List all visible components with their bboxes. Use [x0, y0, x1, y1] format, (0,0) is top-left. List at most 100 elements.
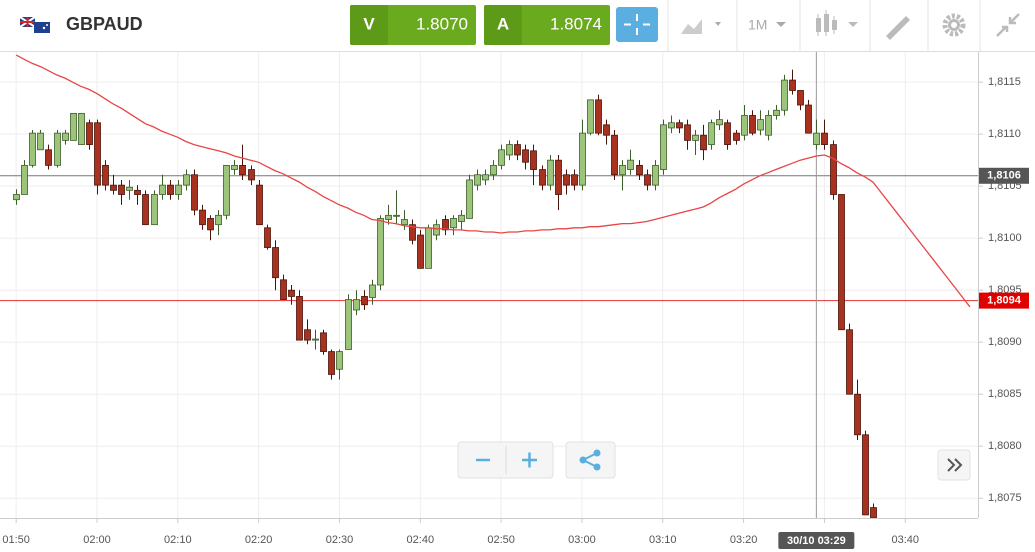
candle-body — [563, 174, 570, 186]
candle-body — [862, 434, 869, 516]
candle-body — [821, 132, 828, 145]
candle-body — [296, 296, 303, 341]
x-tick-label: 02:30 — [326, 534, 354, 546]
candle-body — [70, 112, 77, 141]
candle-body — [530, 150, 537, 170]
y-tick-label: 1,8110 — [988, 128, 1021, 140]
candle-type-button[interactable] — [816, 10, 858, 36]
candle-body — [94, 122, 101, 186]
chart-type-button[interactable] — [681, 19, 721, 34]
candle-body — [846, 329, 853, 395]
candle-body — [21, 164, 28, 195]
timeframe: 1M — [748, 17, 767, 33]
crosshair-button[interactable] — [616, 7, 658, 42]
candle-body — [813, 132, 820, 145]
collapse-button[interactable] — [996, 13, 1020, 37]
candle-body — [45, 149, 52, 166]
candle-body — [272, 247, 279, 279]
candle-body — [207, 218, 214, 231]
candle-body — [458, 214, 465, 222]
candle-body — [749, 115, 756, 134]
candle-body — [619, 164, 626, 176]
candle-body — [854, 393, 861, 436]
candle-body — [231, 164, 238, 170]
candle-body — [312, 338, 319, 341]
candle-body — [377, 218, 384, 286]
y-tick-label: 1,8075 — [988, 492, 1022, 504]
candles — [13, 54, 971, 518]
candle-body — [838, 194, 845, 331]
candle-body — [361, 296, 368, 306]
candle-body — [134, 189, 141, 195]
candle-body — [175, 184, 182, 195]
x-tick-label: 01:50 — [2, 534, 30, 546]
x-tick-label: 02:10 — [164, 534, 192, 546]
settings-button[interactable] — [942, 13, 966, 37]
candle-body — [765, 115, 772, 136]
candle-body — [692, 134, 699, 141]
candle-body — [183, 174, 190, 186]
candle-body — [797, 90, 804, 106]
candle-body — [724, 122, 731, 145]
y-tick-label: 1,8085 — [988, 388, 1022, 400]
candle-body — [636, 164, 643, 176]
buy-label: A — [497, 14, 509, 33]
candle-body — [442, 219, 449, 231]
candle-body — [401, 219, 408, 226]
sell-label: V — [363, 14, 375, 33]
candle-body — [555, 159, 562, 195]
sell-button[interactable]: V 1.8070 — [350, 5, 476, 45]
candle-body — [13, 194, 20, 201]
candle-body — [781, 79, 788, 111]
x-tick-label: 03:00 — [568, 534, 596, 546]
y-tick-label: 1,8090 — [988, 336, 1022, 348]
timeframe-button[interactable]: 1M — [748, 17, 786, 33]
candle-body — [86, 122, 93, 145]
candle-body — [741, 115, 748, 136]
y-tick-label: 1,8100 — [988, 232, 1022, 244]
draw-button[interactable] — [886, 16, 910, 40]
x-tick-label: 03:10 — [649, 534, 677, 546]
candle-body — [369, 284, 376, 298]
candle-body — [684, 124, 691, 141]
candle-body — [248, 169, 255, 181]
header: GBPAUD V 1.8070 A 1.8074 1M — [0, 0, 1035, 52]
candle-body — [102, 164, 109, 186]
candle-body — [223, 164, 230, 216]
candle-body — [789, 79, 796, 91]
symbol: GBPAUD — [66, 14, 143, 34]
candle-body — [239, 164, 246, 176]
candle-body — [652, 164, 659, 186]
candle-body — [151, 194, 158, 226]
x-tick-label: 03:40 — [891, 534, 919, 546]
sell-price: 1.8070 — [416, 14, 468, 33]
candle-body — [118, 184, 125, 195]
candle-body — [627, 159, 634, 170]
candle-body — [547, 159, 554, 186]
candle-body — [215, 214, 222, 226]
candle-body — [611, 134, 618, 176]
candle-body — [417, 234, 424, 269]
zoom-controls — [457, 441, 971, 481]
x-tick-label: 03:20 — [730, 534, 758, 546]
buy-button[interactable]: A 1.8074 — [484, 5, 610, 45]
crosshair-label-box — [778, 532, 855, 549]
candle-body — [288, 289, 295, 297]
candle-body — [320, 332, 327, 352]
candle-body — [514, 144, 521, 156]
candle-body — [498, 149, 505, 166]
candle-body — [490, 164, 497, 176]
candle-body — [805, 104, 812, 134]
scroll-right-button[interactable] — [937, 449, 971, 481]
candle-body — [668, 122, 675, 129]
candle-body — [191, 174, 198, 211]
y-tick-label: 1,8080 — [988, 440, 1022, 452]
zoom-in-button[interactable] — [522, 452, 537, 468]
crosshair-label: 30/10 03:29 — [787, 535, 846, 547]
candle-body — [579, 132, 586, 186]
candle-body — [336, 351, 343, 370]
toolbar-separators — [667, 0, 981, 51]
share-button[interactable] — [565, 441, 616, 479]
candle-body — [110, 184, 117, 191]
candle-body — [304, 329, 311, 341]
